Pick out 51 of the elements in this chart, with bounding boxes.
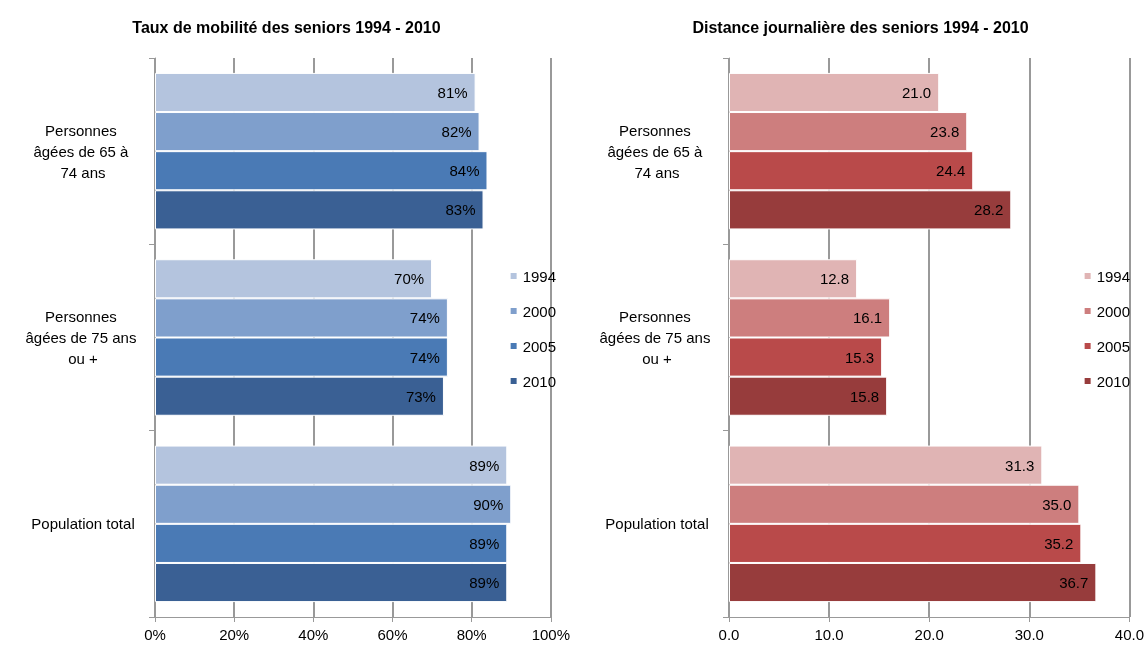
x-tick-label: 20.0 [914, 626, 944, 643]
data-label: 81% [437, 83, 468, 101]
data-label: 12.8 [819, 270, 850, 288]
legend-label: 2000 [522, 302, 557, 320]
data-label: 89% [469, 456, 500, 474]
data-label: 82% [441, 123, 472, 141]
legend-label: 2000 [1096, 302, 1131, 320]
data-label: 89% [469, 534, 500, 552]
data-label: 74% [409, 348, 440, 366]
legend-label: 2005 [1096, 337, 1131, 355]
y-tick-label: Personnes âgées de 75 ans ou + [599, 308, 715, 367]
data-label: 24.4 [936, 162, 966, 180]
data-label: 35.0 [1042, 495, 1072, 513]
x-tick-label: 40.0 [1114, 626, 1144, 643]
chart-title: Taux de mobilité des seniors 1994 - 2010 [132, 18, 441, 36]
legend-label: 2005 [522, 337, 557, 355]
chart-title: Distance journalière des seniors 1994 - 2010 [692, 18, 1029, 36]
y-tick-label: Personnes âgées de 65 à 74 ans [607, 121, 707, 181]
x-tick-label: 0.0 [718, 626, 740, 643]
data-label: 16.1 [852, 309, 883, 327]
data-label: 35.2 [1044, 534, 1074, 552]
x-tick-label: 80% [456, 626, 487, 643]
data-label: 15.8 [849, 387, 880, 405]
legend-label: 1994 [1096, 267, 1131, 285]
x-tick-label: 20% [219, 626, 250, 643]
data-label: 73% [405, 387, 436, 405]
data-label: 21.0 [902, 83, 932, 101]
x-tick-label: 0% [144, 626, 166, 643]
y-tick-label: Personnes âgées de 75 ans ou + [25, 308, 141, 367]
legend-label: 1994 [522, 267, 557, 285]
data-label: 36.7 [1059, 574, 1089, 592]
y-tick-label: Population total [31, 515, 135, 533]
data-label: 31.3 [1005, 456, 1035, 474]
data-label: 83% [445, 201, 476, 219]
x-tick-label: 10.0 [814, 626, 844, 643]
y-tick-label: Personnes âgées de 65 à 74 ans [33, 121, 133, 181]
legend-label: 2010 [1096, 372, 1131, 390]
data-label: 84% [449, 162, 480, 180]
y-tick-label: Population total [605, 515, 709, 533]
data-label: 28.2 [974, 201, 1004, 219]
x-tick-label: 40% [298, 626, 329, 643]
legend-label: 2010 [522, 372, 557, 390]
x-tick-label: 30.0 [1014, 626, 1044, 643]
x-tick-label: 100% [531, 626, 571, 643]
data-label: 90% [473, 495, 504, 513]
x-tick-label: 60% [377, 626, 408, 643]
data-label: 70% [394, 270, 425, 288]
data-label: 89% [469, 574, 500, 592]
data-label: 15.3 [844, 348, 875, 366]
data-label: 23.8 [930, 123, 960, 141]
data-label: 74% [409, 309, 440, 327]
